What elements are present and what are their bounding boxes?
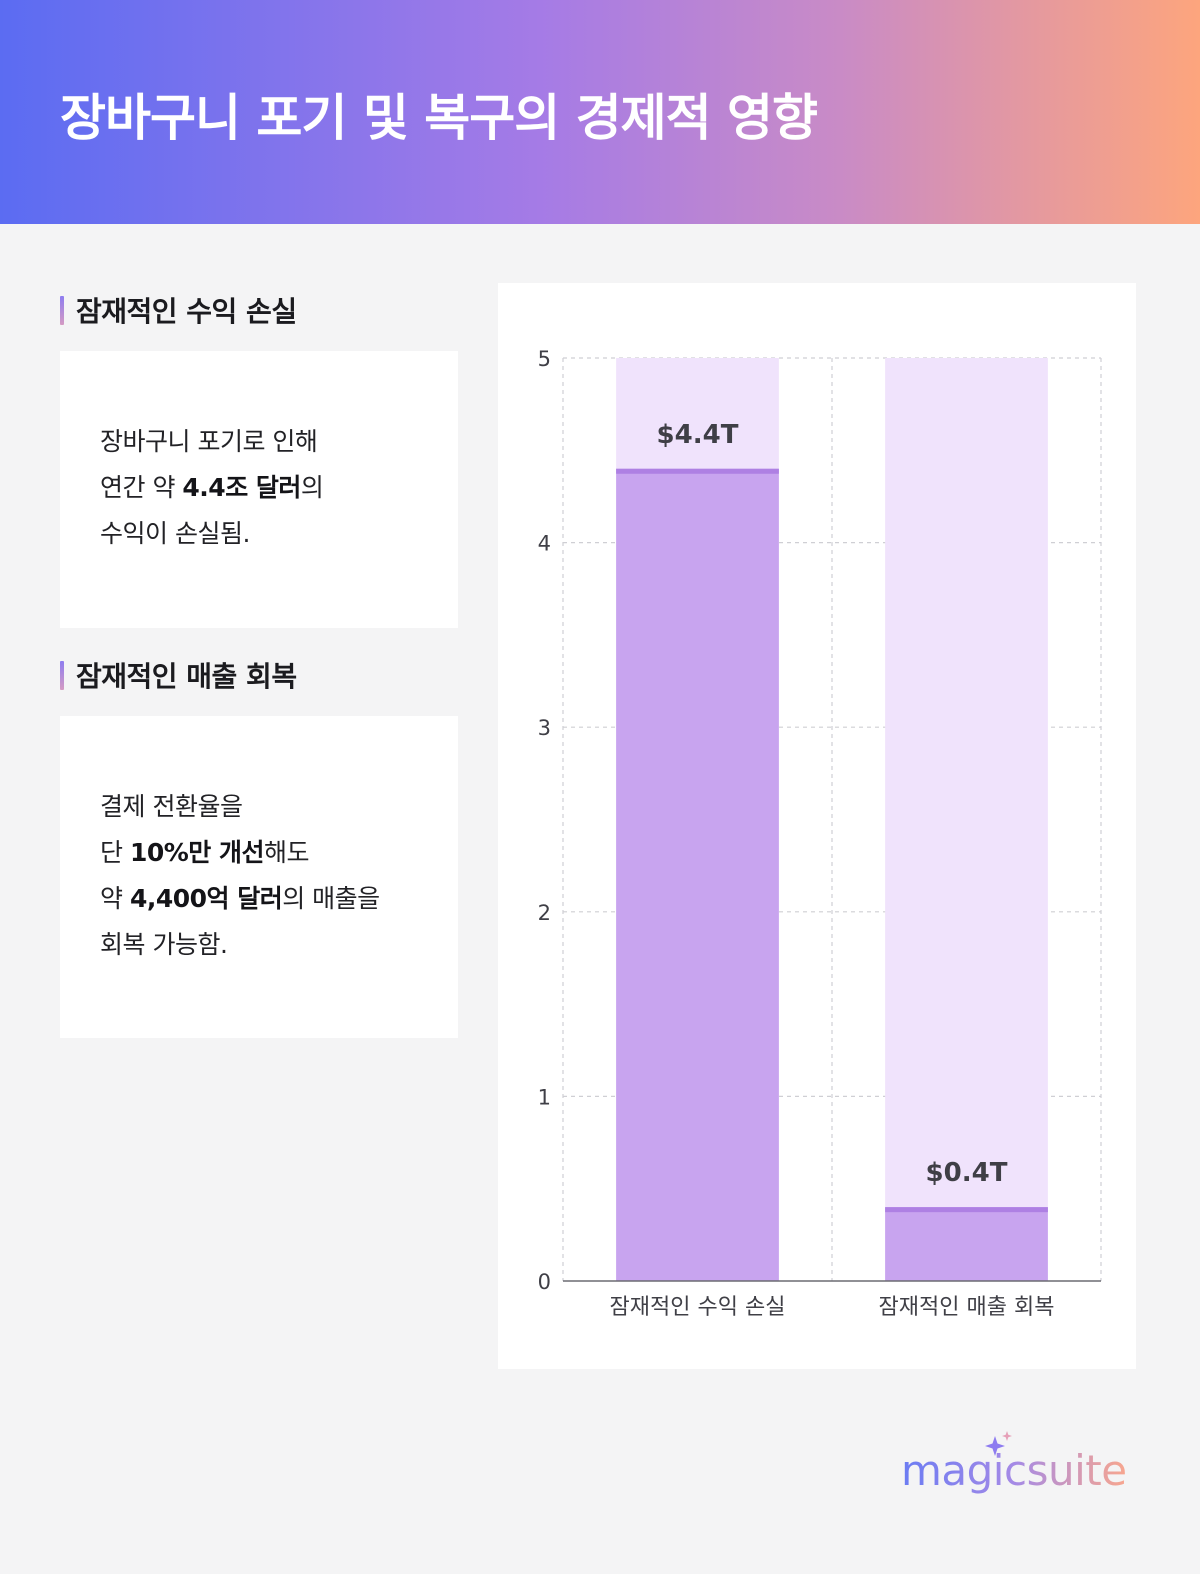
page-title: 장바구니 포기 및 복구의 경제적 영향 (60, 89, 818, 147)
text-run: 결제 전환율을 (100, 792, 243, 821)
chart-panel: 0 1 2 3 4 5 $4.4T 잠재적인 수익 손실 $0.4T 잠재적인 매출 회복 (498, 283, 1136, 1369)
text-run: 수익이 손실됨. (100, 519, 250, 548)
text-run: 10%만 개선 (129, 838, 265, 867)
text-run: 회복 가능함. (100, 930, 228, 959)
text-run: 의 매출을 (282, 884, 380, 913)
data-label: $0.4T (926, 1158, 1008, 1188)
y-tick-label: 5 (538, 347, 551, 371)
bar-background (885, 358, 1048, 1281)
bar (885, 1207, 1048, 1281)
bar (616, 468, 779, 1281)
brand-name: magicsuite (901, 1446, 1127, 1495)
text-run: 4.4조 달러 (182, 473, 301, 502)
bar-top-line (616, 468, 779, 474)
y-tick-label: 0 (538, 1270, 551, 1294)
section-title-text: 잠재적인 수익 손실 (76, 295, 297, 328)
section-title-revenue-loss: 잠재적인 수익 손실 (60, 290, 297, 330)
brand-logo: magicsuite (898, 1430, 1138, 1500)
text-run: 단 (100, 838, 130, 867)
text-run: 의 (300, 473, 324, 502)
bar-chart: 0 1 2 3 4 5 $4.4T 잠재적인 수익 손실 $0.4T 잠재적인 매출 회복 (538, 347, 1102, 1320)
y-tick-label: 2 (538, 901, 551, 925)
section-title-text: 잠재적인 매출 회복 (76, 660, 297, 693)
data-label: $4.4T (657, 420, 739, 450)
section-title-sales-recovery: 잠재적인 매출 회복 (60, 655, 297, 695)
text-run: 연간 약 (100, 473, 183, 502)
text-run: 4,400억 달러 (129, 884, 283, 913)
y-tick-label: 1 (538, 1085, 551, 1109)
y-tick-label: 4 (538, 532, 551, 556)
header-banner: 장바구니 포기 및 복구의 경제적 영향 (0, 0, 1200, 224)
sparkle-icon (985, 1431, 1012, 1456)
y-tick-label: 3 (538, 716, 551, 740)
text-run: 해도 (264, 838, 310, 867)
accent-bar (60, 660, 64, 690)
accent-bar (60, 295, 64, 325)
x-tick-label: 잠재적인 매출 회복 (879, 1295, 1055, 1320)
text-run: 장바구니 포기로 인해 (100, 427, 318, 456)
text-run: 약 (100, 884, 130, 913)
bar-top-line (885, 1207, 1048, 1213)
x-tick-label: 잠재적인 수익 손실 (610, 1295, 786, 1320)
